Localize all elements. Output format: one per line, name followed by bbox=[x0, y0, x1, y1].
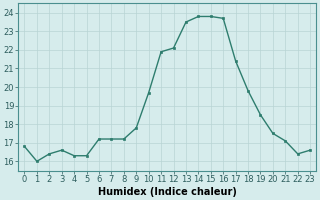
X-axis label: Humidex (Indice chaleur): Humidex (Indice chaleur) bbox=[98, 187, 237, 197]
